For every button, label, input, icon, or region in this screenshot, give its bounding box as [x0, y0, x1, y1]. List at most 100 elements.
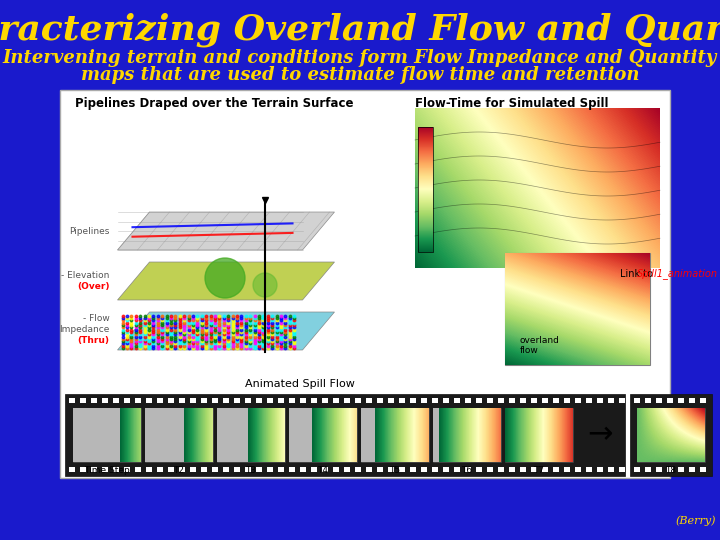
FancyBboxPatch shape	[124, 467, 130, 472]
FancyBboxPatch shape	[465, 467, 471, 472]
FancyBboxPatch shape	[377, 467, 383, 472]
FancyBboxPatch shape	[201, 398, 207, 403]
Text: (Thru): (Thru)	[78, 336, 109, 346]
FancyBboxPatch shape	[344, 398, 350, 403]
Text: Spill1_animation: Spill1_animation	[637, 268, 718, 280]
FancyBboxPatch shape	[300, 467, 306, 472]
FancyBboxPatch shape	[553, 398, 559, 403]
FancyBboxPatch shape	[689, 467, 695, 472]
FancyBboxPatch shape	[531, 398, 537, 403]
FancyBboxPatch shape	[667, 467, 673, 472]
FancyBboxPatch shape	[645, 398, 651, 403]
FancyBboxPatch shape	[410, 398, 416, 403]
FancyBboxPatch shape	[597, 467, 603, 472]
FancyBboxPatch shape	[256, 467, 262, 472]
FancyBboxPatch shape	[212, 467, 218, 472]
FancyBboxPatch shape	[476, 398, 482, 403]
FancyBboxPatch shape	[69, 467, 75, 472]
FancyBboxPatch shape	[333, 398, 339, 403]
FancyBboxPatch shape	[700, 467, 706, 472]
FancyBboxPatch shape	[399, 398, 405, 403]
Text: maps that are used to estimate flow time and retention: maps that are used to estimate flow time…	[81, 66, 639, 84]
FancyBboxPatch shape	[102, 467, 108, 472]
FancyBboxPatch shape	[245, 467, 251, 472]
FancyBboxPatch shape	[520, 467, 526, 472]
FancyBboxPatch shape	[634, 467, 640, 472]
Text: Characterizing Overland Flow and Quantity: Characterizing Overland Flow and Quantit…	[0, 13, 720, 47]
FancyBboxPatch shape	[157, 467, 163, 472]
FancyBboxPatch shape	[267, 398, 273, 403]
FancyBboxPatch shape	[333, 467, 339, 472]
Text: Time Step: Time Step	[84, 466, 130, 475]
FancyBboxPatch shape	[223, 398, 229, 403]
FancyBboxPatch shape	[300, 398, 306, 403]
Text: - Elevation: - Elevation	[61, 271, 109, 280]
FancyBboxPatch shape	[608, 467, 614, 472]
FancyBboxPatch shape	[311, 398, 317, 403]
FancyBboxPatch shape	[421, 467, 427, 472]
Text: Intervening terrain and conditions form Flow Impedance and Quantity: Intervening terrain and conditions form …	[3, 49, 717, 67]
FancyBboxPatch shape	[619, 398, 625, 403]
FancyBboxPatch shape	[476, 467, 482, 472]
FancyBboxPatch shape	[146, 467, 152, 472]
FancyBboxPatch shape	[634, 398, 640, 403]
FancyBboxPatch shape	[656, 467, 662, 472]
Text: Link to: Link to	[620, 269, 656, 279]
FancyBboxPatch shape	[689, 398, 695, 403]
FancyBboxPatch shape	[465, 398, 471, 403]
FancyBboxPatch shape	[113, 398, 119, 403]
FancyBboxPatch shape	[80, 398, 86, 403]
Polygon shape	[117, 212, 335, 250]
FancyBboxPatch shape	[564, 398, 570, 403]
FancyBboxPatch shape	[113, 467, 119, 472]
FancyBboxPatch shape	[289, 408, 357, 462]
FancyBboxPatch shape	[69, 398, 75, 403]
FancyBboxPatch shape	[135, 398, 141, 403]
FancyBboxPatch shape	[355, 398, 361, 403]
FancyBboxPatch shape	[575, 467, 581, 472]
FancyBboxPatch shape	[217, 408, 285, 462]
FancyBboxPatch shape	[520, 398, 526, 403]
Text: →: →	[588, 421, 613, 449]
Text: Pipelines: Pipelines	[69, 226, 109, 235]
FancyBboxPatch shape	[102, 398, 108, 403]
FancyBboxPatch shape	[212, 398, 218, 403]
FancyBboxPatch shape	[289, 398, 295, 403]
FancyBboxPatch shape	[487, 467, 493, 472]
FancyBboxPatch shape	[505, 408, 573, 462]
FancyBboxPatch shape	[542, 467, 548, 472]
FancyBboxPatch shape	[388, 398, 394, 403]
Text: Animated Spill Flow: Animated Spill Flow	[246, 379, 355, 389]
FancyBboxPatch shape	[278, 467, 284, 472]
FancyBboxPatch shape	[234, 467, 240, 472]
FancyBboxPatch shape	[60, 90, 670, 478]
FancyBboxPatch shape	[432, 398, 438, 403]
FancyBboxPatch shape	[410, 467, 416, 472]
FancyBboxPatch shape	[454, 467, 460, 472]
Polygon shape	[117, 262, 335, 300]
FancyBboxPatch shape	[73, 408, 141, 462]
FancyBboxPatch shape	[421, 398, 427, 403]
FancyBboxPatch shape	[245, 398, 251, 403]
FancyBboxPatch shape	[575, 398, 581, 403]
Text: Pipelines Draped over the Terrain Surface: Pipelines Draped over the Terrain Surfac…	[75, 97, 354, 110]
FancyBboxPatch shape	[190, 467, 196, 472]
Text: T2: T2	[174, 466, 184, 475]
FancyBboxPatch shape	[344, 467, 350, 472]
FancyBboxPatch shape	[608, 398, 614, 403]
FancyBboxPatch shape	[667, 398, 673, 403]
FancyBboxPatch shape	[366, 398, 372, 403]
FancyBboxPatch shape	[157, 398, 163, 403]
FancyBboxPatch shape	[91, 467, 97, 472]
FancyBboxPatch shape	[234, 398, 240, 403]
Text: Flow-Time for Simulated Spill: Flow-Time for Simulated Spill	[415, 97, 608, 110]
FancyBboxPatch shape	[498, 398, 504, 403]
FancyBboxPatch shape	[487, 398, 493, 403]
FancyBboxPatch shape	[678, 467, 684, 472]
FancyBboxPatch shape	[322, 467, 328, 472]
Text: T8: T8	[665, 466, 677, 475]
FancyBboxPatch shape	[355, 467, 361, 472]
FancyBboxPatch shape	[586, 398, 592, 403]
FancyBboxPatch shape	[443, 467, 449, 472]
FancyBboxPatch shape	[630, 394, 712, 476]
